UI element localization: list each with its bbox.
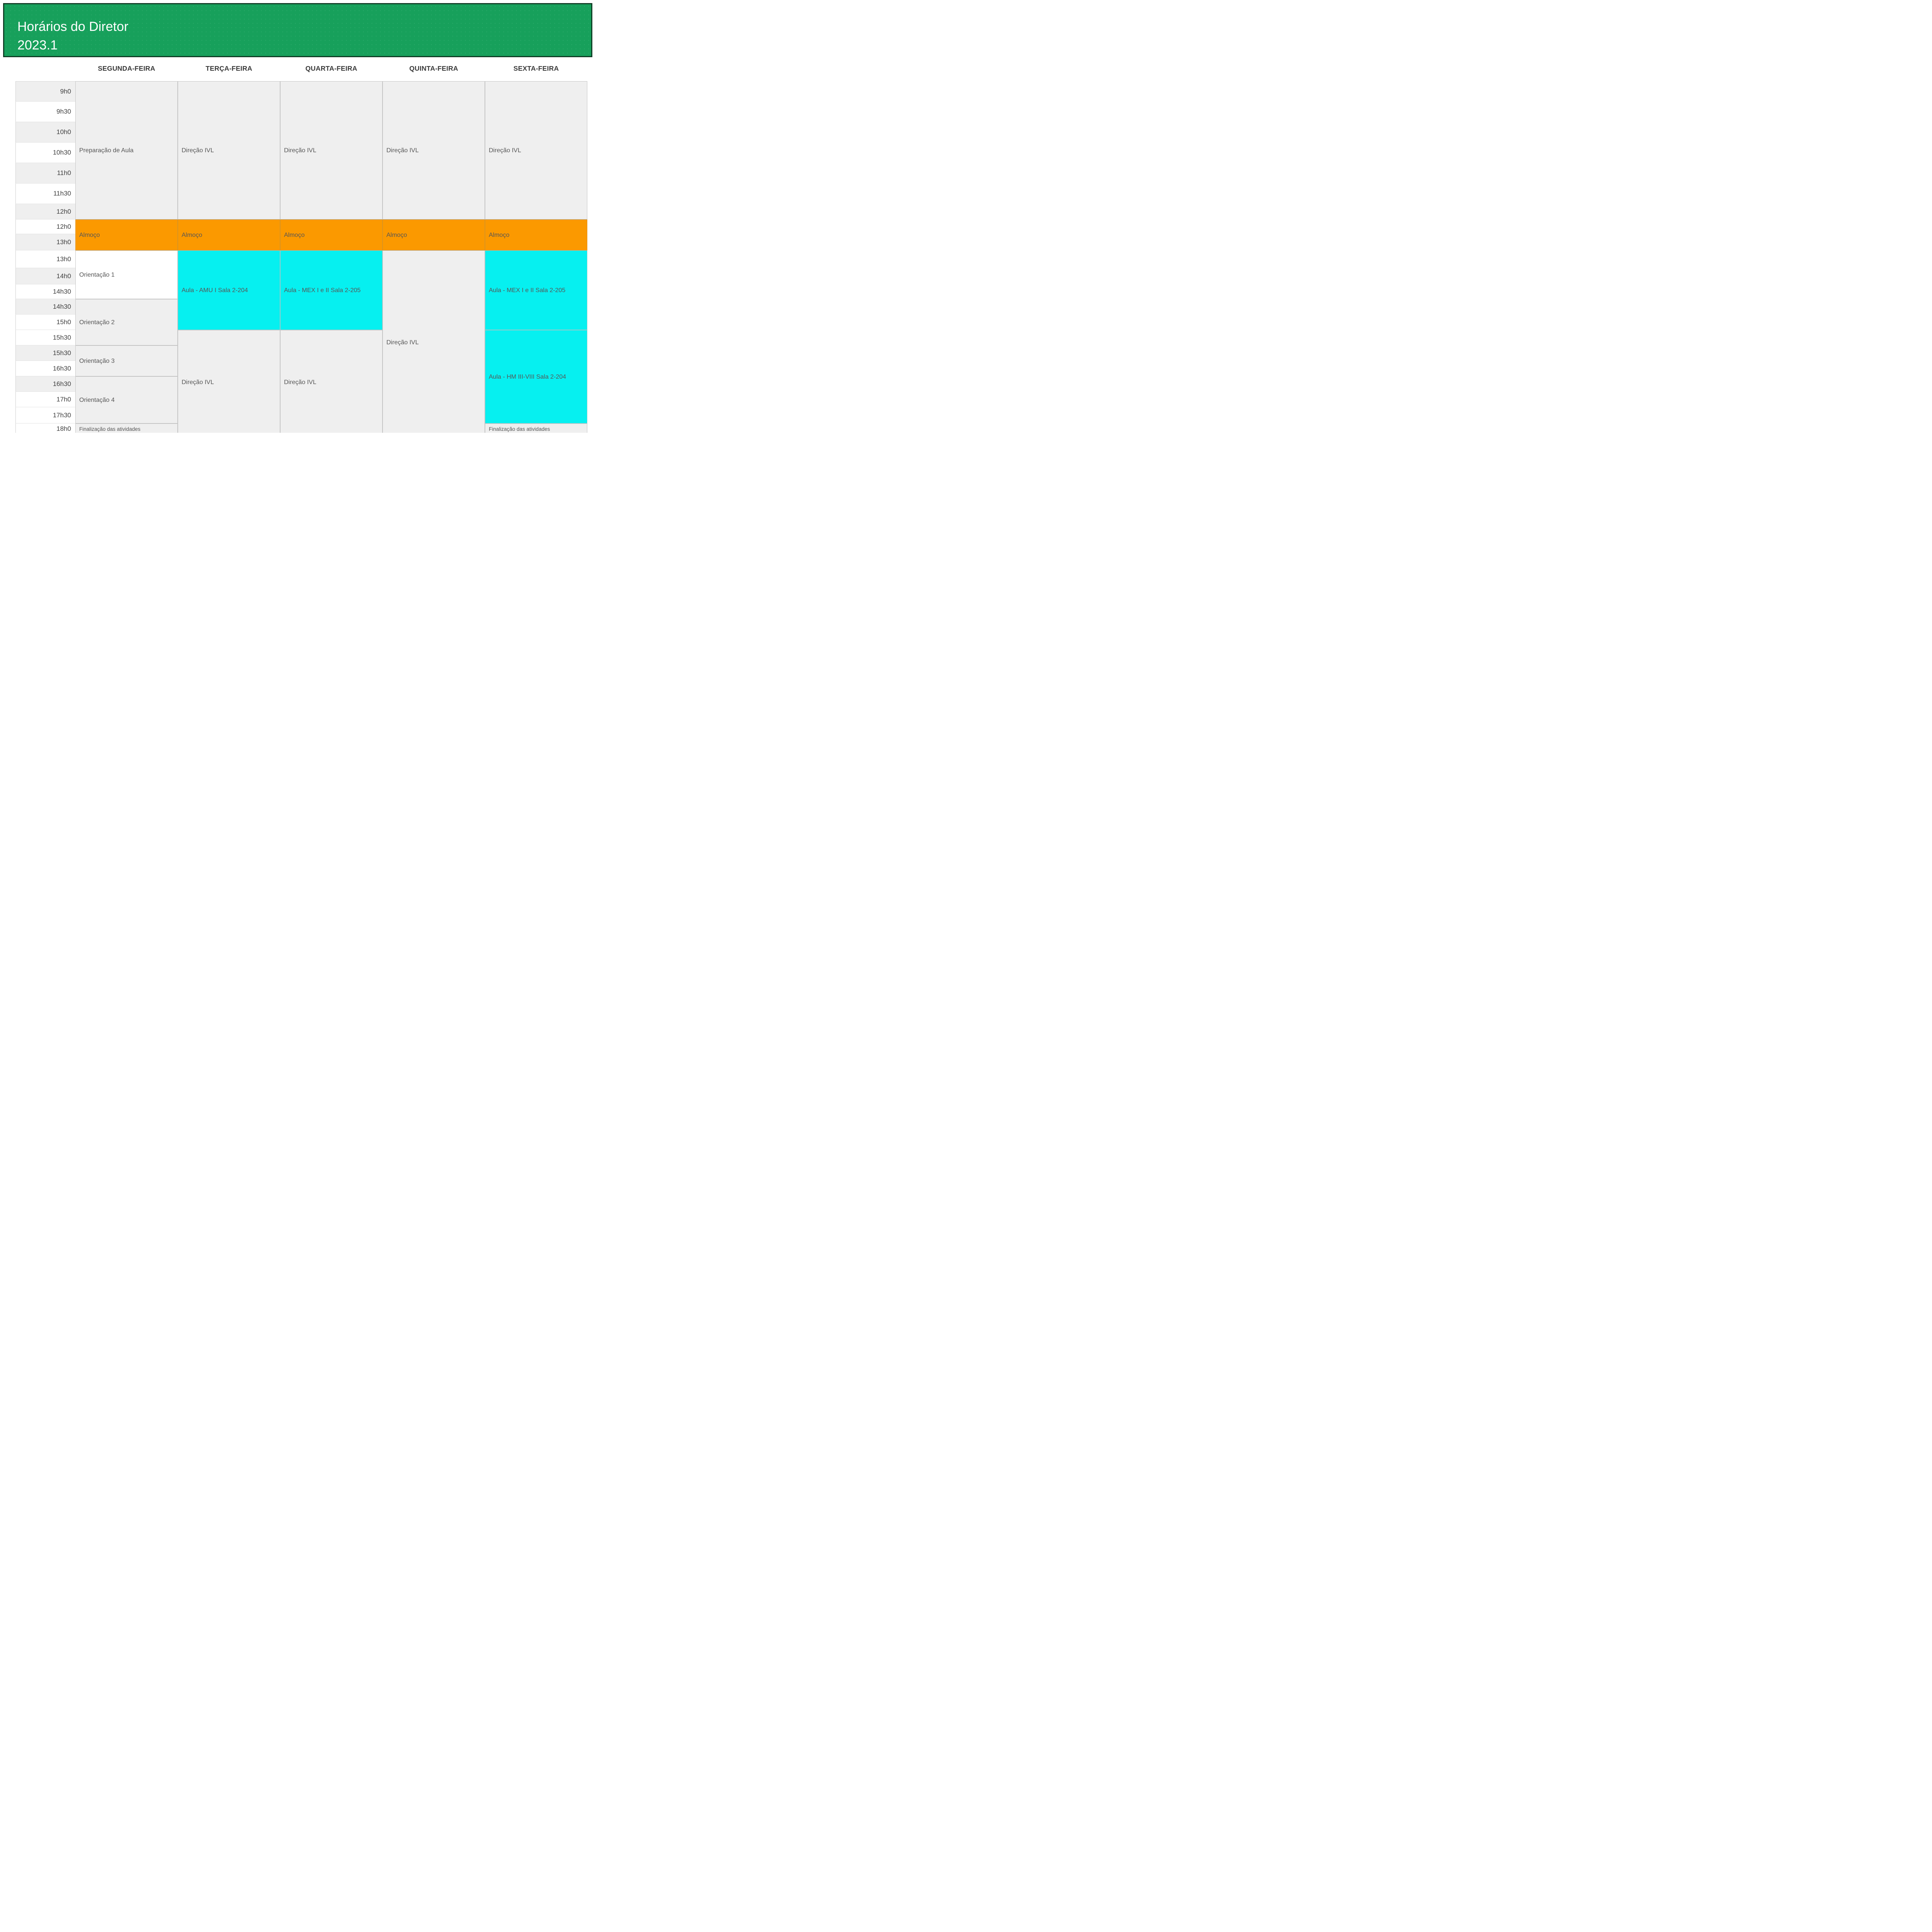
event-label: Aula - AMU I Sala 2-204 (182, 287, 248, 294)
time-row: 10h30 (15, 143, 75, 163)
time-label: 10h30 (53, 149, 71, 156)
event-cell[interactable]: Almoço (280, 219, 383, 250)
time-row: 15h0 (15, 315, 75, 330)
event-label: Aula - MEX I e II Sala 2-205 (284, 287, 361, 294)
event-label: Direção IVL (284, 379, 316, 386)
time-row: 13h0 (15, 234, 75, 250)
time-label: 13h0 (56, 238, 71, 246)
event-cell[interactable]: Almoço (383, 219, 485, 250)
time-label: 11h30 (53, 190, 71, 197)
time-row: 10h0 (15, 122, 75, 143)
event-cell[interactable]: Aula - HM III-VIII Sala 2-204 (485, 330, 587, 423)
event-label: Direção IVL (386, 339, 419, 346)
event-label: Almoço (284, 231, 305, 238)
time-row: 14h0 (15, 268, 75, 284)
time-row: 12h0 (15, 219, 75, 234)
event-cell[interactable]: Aula - MEX I e II Sala 2-205 (280, 250, 383, 330)
event-label: Orientação 4 (79, 396, 115, 403)
time-row: 18h0 (15, 423, 75, 433)
time-row: 14h30 (15, 299, 75, 315)
event-label: Finalização das atividades (79, 426, 141, 432)
time-label: 14h0 (56, 272, 71, 280)
event-label: Orientação 3 (79, 357, 115, 364)
time-label: 15h30 (53, 333, 71, 341)
event-label: Direção IVL (386, 147, 419, 154)
day-header-5: SEXTA-FEIRA (513, 65, 559, 72)
header-banner: Horários do Diretor 2023.1 (3, 3, 592, 57)
time-row: 12h0 (15, 204, 75, 219)
page-title-line2: 2023.1 (17, 38, 58, 53)
time-row: 9h0 (15, 81, 75, 102)
time-label: 12h0 (56, 207, 71, 215)
event-cell[interactable]: Orientação 2 (75, 299, 178, 345)
time-row: 11h30 (15, 184, 75, 204)
time-label: 18h0 (56, 425, 71, 432)
time-label: 17h30 (53, 411, 71, 419)
event-label: Direção IVL (182, 379, 214, 386)
event-cell[interactable]: Orientação 4 (75, 376, 178, 423)
event-cell[interactable]: Orientação 1 (75, 250, 178, 299)
page-title-line1: Horários do Diretor (17, 19, 129, 34)
time-label: 14h30 (53, 287, 71, 295)
page-title: Horários do Diretor 2023.1 (4, 4, 591, 54)
schedule-page: Horários do Diretor 2023.1 SEGUNDA-FEIRA… (0, 0, 597, 433)
time-label: 16h30 (53, 364, 71, 372)
time-label: 15h30 (53, 349, 71, 357)
event-label: Direção IVL (182, 147, 214, 154)
event-label: Almoço (182, 231, 202, 238)
event-cell[interactable]: Almoço (485, 219, 587, 250)
time-label: 10h0 (56, 128, 71, 136)
day-header-2: TERÇA-FEIRA (206, 65, 252, 72)
time-label: 14h30 (53, 303, 71, 310)
event-label: Aula - MEX I e II Sala 2-205 (489, 287, 566, 294)
day-header-3: QUARTA-FEIRA (305, 65, 357, 72)
event-label: Finalização das atividades (489, 426, 550, 432)
time-row: 9h30 (15, 102, 75, 122)
time-row: 11h0 (15, 163, 75, 184)
event-label: Aula - HM III-VIII Sala 2-204 (489, 373, 566, 380)
time-row: 13h0 (15, 250, 75, 268)
time-row: 17h30 (15, 407, 75, 423)
event-label: Orientação 2 (79, 319, 115, 326)
time-row: 15h30 (15, 330, 75, 345)
time-label: 16h30 (53, 380, 71, 388)
time-label: 13h0 (56, 255, 71, 263)
time-row: 17h0 (15, 392, 75, 407)
event-label: Preparação de Aula (79, 147, 134, 154)
event-cell[interactable]: Aula - MEX I e II Sala 2-205 (485, 250, 587, 330)
time-label: 15h0 (56, 318, 71, 326)
event-cell[interactable]: Orientação 3 (75, 345, 178, 376)
time-row: 14h30 (15, 284, 75, 299)
event-label: Almoço (489, 231, 510, 238)
time-row: 16h30 (15, 361, 75, 376)
event-cell[interactable]: Almoço (178, 219, 280, 250)
time-label: 17h0 (56, 395, 71, 403)
event-cell[interactable]: Aula - AMU I Sala 2-204 (178, 250, 280, 330)
event-cell[interactable]: Direção IVL (178, 330, 280, 433)
time-label: 9h30 (56, 108, 71, 115)
event-cell[interactable]: Almoço (75, 219, 178, 250)
event-cell[interactable]: Direção IVL (280, 330, 383, 433)
event-label: Almoço (79, 231, 100, 238)
time-row: 16h30 (15, 376, 75, 392)
event-cell[interactable]: Direção IVL (383, 250, 485, 433)
event-cell[interactable]: Direção IVL (383, 81, 485, 219)
event-cell[interactable]: Finalização das atividades (485, 423, 587, 433)
event-cell[interactable]: Direção IVL (178, 81, 280, 219)
event-cell[interactable]: Direção IVL (280, 81, 383, 219)
day-header-1: SEGUNDA-FEIRA (98, 65, 155, 72)
time-label: 9h0 (60, 87, 71, 95)
time-label: 12h0 (56, 223, 71, 230)
day-header-4: QUINTA-FEIRA (409, 65, 458, 72)
event-label: Direção IVL (489, 147, 521, 154)
time-label: 11h0 (57, 169, 71, 177)
event-cell[interactable]: Finalização das atividades (75, 423, 178, 433)
event-label: Orientação 1 (79, 271, 115, 278)
event-cell[interactable]: Preparação de Aula (75, 81, 178, 219)
event-cell[interactable]: Direção IVL (485, 81, 587, 219)
event-label: Direção IVL (284, 147, 316, 154)
time-row: 15h30 (15, 345, 75, 361)
event-label: Almoço (386, 231, 407, 238)
